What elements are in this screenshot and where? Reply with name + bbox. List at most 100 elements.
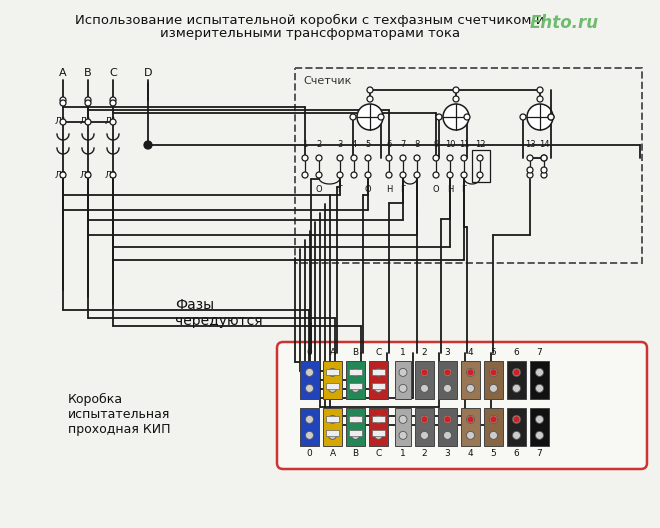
Circle shape [414, 155, 420, 161]
Circle shape [513, 370, 519, 375]
Circle shape [316, 155, 322, 161]
Text: Л2: Л2 [80, 171, 92, 180]
Circle shape [477, 172, 483, 178]
Circle shape [447, 172, 453, 178]
Text: 5: 5 [366, 140, 371, 149]
Circle shape [541, 172, 547, 178]
Circle shape [467, 384, 475, 392]
Text: 4: 4 [468, 449, 473, 458]
Circle shape [399, 416, 407, 423]
Text: 11: 11 [459, 140, 469, 149]
Bar [372, 383, 385, 389]
Circle shape [386, 172, 392, 178]
Text: Использование испытательной коробки с техфазным счетчиком и: Использование испытательной коробки с те… [75, 14, 544, 27]
Circle shape [436, 114, 442, 120]
Circle shape [513, 431, 521, 439]
Text: Л1: Л1 [105, 118, 117, 127]
Text: 1: 1 [400, 449, 406, 458]
Circle shape [535, 369, 543, 376]
Bar [346, 361, 365, 399]
Bar [415, 361, 434, 399]
Text: C: C [376, 449, 381, 458]
Text: Счетчик: Счетчик [303, 76, 351, 86]
Circle shape [490, 416, 498, 423]
Text: 10: 10 [445, 140, 455, 149]
Text: 0: 0 [307, 348, 312, 357]
Text: 2: 2 [422, 449, 427, 458]
Circle shape [367, 87, 373, 93]
Circle shape [85, 97, 91, 103]
Circle shape [490, 384, 498, 392]
Text: B: B [352, 449, 358, 458]
Circle shape [444, 417, 451, 422]
Circle shape [537, 87, 543, 93]
Circle shape [443, 104, 469, 130]
Text: 6: 6 [513, 348, 519, 357]
Text: 12: 12 [475, 140, 485, 149]
Text: 7: 7 [537, 449, 543, 458]
Text: 1: 1 [400, 348, 406, 357]
Circle shape [399, 384, 407, 392]
Circle shape [302, 172, 308, 178]
Text: Н: Н [447, 185, 453, 194]
Circle shape [110, 172, 116, 178]
Bar [507, 361, 526, 399]
Circle shape [399, 431, 407, 439]
Text: Фазы
чередуются: Фазы чередуются [175, 298, 263, 328]
Circle shape [110, 119, 116, 125]
Text: A: A [59, 68, 67, 78]
Text: Л2: Л2 [55, 171, 67, 180]
Circle shape [329, 416, 337, 423]
Circle shape [337, 172, 343, 178]
Circle shape [535, 431, 543, 439]
Bar [326, 383, 339, 389]
Circle shape [527, 104, 553, 130]
Circle shape [400, 155, 406, 161]
Circle shape [414, 172, 420, 178]
Circle shape [374, 431, 383, 439]
Circle shape [422, 370, 428, 375]
Circle shape [548, 114, 554, 120]
Circle shape [85, 172, 91, 178]
Text: 2: 2 [422, 348, 427, 357]
Bar [372, 417, 385, 422]
Circle shape [329, 384, 337, 392]
Circle shape [306, 431, 314, 439]
Text: 6: 6 [513, 449, 519, 458]
Text: 4: 4 [351, 140, 356, 149]
Circle shape [535, 384, 543, 392]
Circle shape [490, 431, 498, 439]
Bar [472, 150, 490, 182]
Text: 2: 2 [316, 140, 321, 149]
Text: 3: 3 [445, 449, 450, 458]
Circle shape [337, 155, 343, 161]
Circle shape [541, 167, 547, 173]
Circle shape [329, 369, 337, 376]
Circle shape [306, 416, 314, 423]
Circle shape [513, 369, 521, 376]
Text: 5: 5 [490, 449, 496, 458]
Circle shape [60, 97, 66, 103]
Circle shape [306, 369, 314, 376]
Circle shape [60, 100, 66, 106]
Circle shape [420, 384, 428, 392]
Circle shape [467, 417, 473, 422]
Text: О: О [315, 185, 322, 194]
Circle shape [513, 417, 519, 422]
Bar [438, 408, 457, 446]
Circle shape [535, 416, 543, 423]
Circle shape [422, 417, 428, 422]
Circle shape [306, 384, 314, 392]
Bar [372, 370, 385, 375]
Text: 14: 14 [539, 140, 549, 149]
Text: C: C [109, 68, 117, 78]
Text: Н: Н [386, 185, 392, 194]
Bar [323, 361, 342, 399]
Circle shape [477, 155, 483, 161]
Circle shape [352, 369, 360, 376]
Bar [372, 430, 385, 436]
Circle shape [367, 96, 373, 102]
Circle shape [513, 384, 521, 392]
Text: 0: 0 [307, 449, 312, 458]
Bar [507, 408, 526, 446]
